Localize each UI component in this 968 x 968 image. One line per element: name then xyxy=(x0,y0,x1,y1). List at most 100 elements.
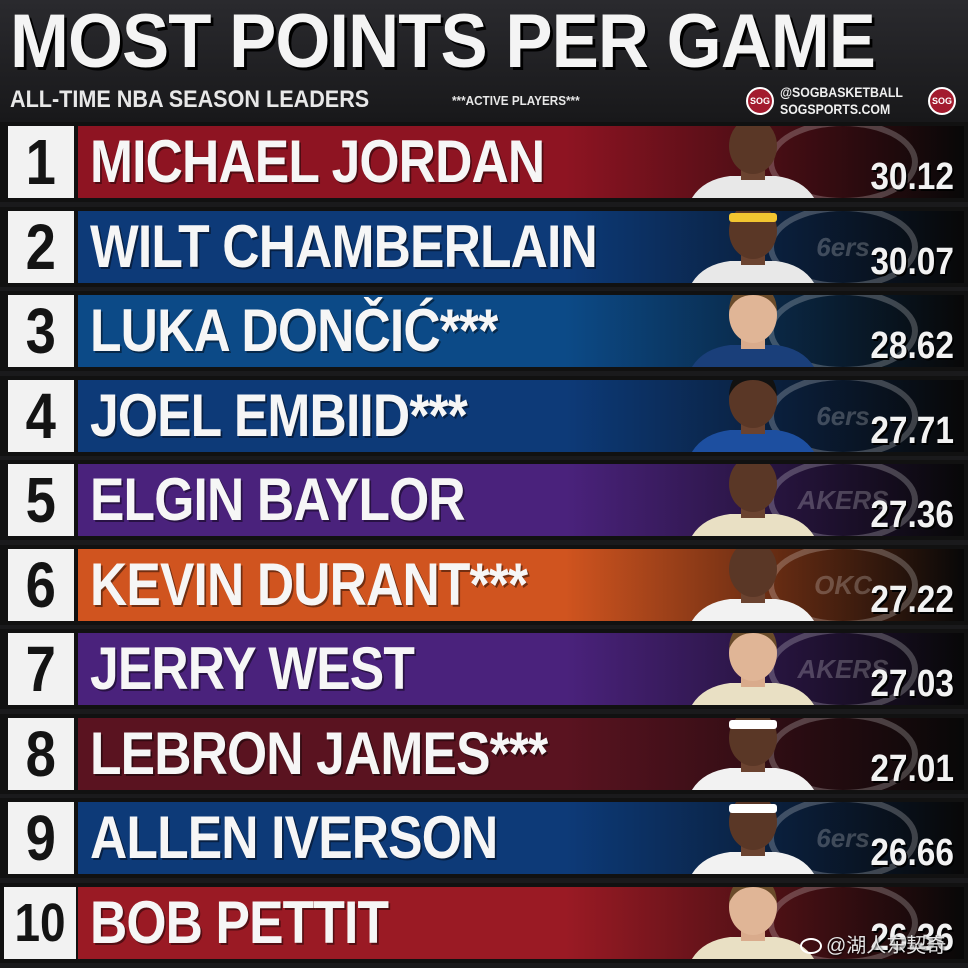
player-portrait xyxy=(692,210,814,283)
player-portrait xyxy=(692,126,814,198)
hair-shape xyxy=(729,295,777,311)
jersey-shape xyxy=(692,683,814,705)
ppg-value: 27.36 xyxy=(870,494,954,536)
rank-number: 1 xyxy=(8,126,74,198)
rank-text: 1 xyxy=(25,126,57,198)
bar-mark: LEBRON JAMES*** 27.01 xyxy=(78,717,964,790)
social-handle: @SOGBASKETBALL xyxy=(780,84,903,100)
jersey-shape xyxy=(692,767,814,790)
ppg-value: 30.12 xyxy=(870,156,954,198)
bar-mark: OKC KEVIN DURANT*** 27.22 xyxy=(78,548,964,621)
headband-shape xyxy=(729,804,777,813)
rank-text: 2 xyxy=(25,210,57,283)
head-shape xyxy=(729,633,777,681)
head-shape xyxy=(729,126,777,174)
jersey-shape xyxy=(692,598,814,621)
rank-number: 6 xyxy=(8,548,74,621)
head-shape xyxy=(729,210,777,259)
leaderboard-row: 9 6ers ALLEN IVERSON 26.66 xyxy=(0,798,968,878)
player-portrait xyxy=(692,464,814,536)
player-name: MICHAEL JORDAN xyxy=(90,128,545,195)
player-portrait xyxy=(692,717,814,790)
head-shape xyxy=(729,886,777,935)
rank-number: 9 xyxy=(8,802,74,874)
headband-shape xyxy=(729,719,777,729)
player-name: LEBRON JAMES*** xyxy=(90,719,548,787)
player-portrait xyxy=(692,379,814,452)
rank-text: 8 xyxy=(25,717,57,790)
rank-number: 5 xyxy=(8,464,74,536)
ppg-value: 26.36 xyxy=(870,916,954,959)
leaderboard-row: 6 OKC KEVIN DURANT*** 27.22 xyxy=(0,544,968,625)
hair-shape xyxy=(729,886,777,903)
player-name: ALLEN IVERSON xyxy=(90,804,498,871)
page-title: MOST POINTS PER GAME xyxy=(10,0,876,84)
hair-shape xyxy=(729,633,777,649)
head-shape xyxy=(729,717,777,766)
rank-text: 6 xyxy=(25,548,57,621)
jersey-shape xyxy=(692,429,814,452)
leaderboard-row: 2 6ers WILT CHAMBERLAIN 30.07 xyxy=(0,206,968,287)
player-portrait xyxy=(692,295,814,367)
player-name: ELGIN BAYLOR xyxy=(90,466,466,533)
leaderboard: 1 MICHAEL JORDAN 30.12 2 6ers WILT CHAMBERLAI… xyxy=(0,122,968,968)
ppg-value: 27.71 xyxy=(870,409,954,452)
bar-mark: LUKA DONČIĆ*** 28.62 xyxy=(78,295,964,367)
jersey-shape xyxy=(692,260,814,283)
ppg-value: 28.62 xyxy=(870,325,954,367)
hair-shape xyxy=(729,379,777,396)
leaderboard-row: 4 6ers JOEL EMBIID*** 27.71 xyxy=(0,375,968,456)
sog-logo-right: SOG xyxy=(928,87,956,115)
player-name: LUKA DONČIĆ*** xyxy=(90,297,498,364)
player-portrait xyxy=(692,802,814,874)
bar-mark: AKERS ELGIN BAYLOR 27.36 xyxy=(78,464,964,536)
player-name: KEVIN DURANT*** xyxy=(90,550,528,618)
rank-text: 4 xyxy=(25,379,57,452)
leaderboard-row: 8 LEBRON JAMES*** 27.01 xyxy=(0,713,968,794)
rank-text: 9 xyxy=(25,802,57,874)
bar-mark: 6ers JOEL EMBIID*** 27.71 xyxy=(78,379,964,452)
website-url: SOGSPORTS.COM xyxy=(780,101,891,117)
rank-number: 4 xyxy=(8,379,74,452)
page-subtitle: ALL-TIME NBA SEASON LEADERS xyxy=(10,86,370,113)
bar-mark: 6ers ALLEN IVERSON 26.66 xyxy=(78,802,964,874)
jersey-shape xyxy=(692,936,814,959)
ppg-value: 27.03 xyxy=(870,663,954,705)
player-name: JOEL EMBIID*** xyxy=(90,381,468,449)
ppg-value: 30.07 xyxy=(870,240,954,283)
jersey-shape xyxy=(692,852,814,874)
headband-shape xyxy=(729,212,777,222)
player-name: JERRY WEST xyxy=(90,635,415,702)
bar-mark: MICHAEL JORDAN 30.12 xyxy=(78,126,964,198)
weibo-watermark: @湖人东契奇 xyxy=(800,932,962,960)
leaderboard-row: 7 AKERS JERRY WEST 27.03 xyxy=(0,629,968,709)
jersey-shape xyxy=(692,176,814,198)
head-shape xyxy=(729,295,777,343)
head-shape xyxy=(729,802,777,850)
ppg-value: 27.01 xyxy=(870,747,954,790)
rank-text: 5 xyxy=(25,464,57,536)
leaderboard-row: 3 LUKA DONČIĆ*** 28.62 xyxy=(0,291,968,371)
leaderboard-row: 5 AKERS ELGIN BAYLOR 27.36 xyxy=(0,460,968,540)
watermark-text: @湖人东契奇 xyxy=(826,935,947,957)
rank-number: 3 xyxy=(8,295,74,367)
player-name: WILT CHAMBERLAIN xyxy=(90,212,598,280)
active-players-note: ***ACTIVE PLAYERS*** xyxy=(452,93,580,108)
player-portrait xyxy=(692,886,814,959)
player-name: BOB PETTIT xyxy=(90,888,389,956)
rank-text: 7 xyxy=(25,633,57,705)
rank-number: 2 xyxy=(8,210,74,283)
rank-number: 7 xyxy=(8,633,74,705)
rank-text: 3 xyxy=(25,295,57,367)
brand-block: SOG @SOGBASKETBALL SOGSPORTS.COM SOG xyxy=(746,83,958,119)
ppg-value: 27.22 xyxy=(870,578,954,621)
head-shape xyxy=(729,548,777,597)
rank-number: 10 xyxy=(4,886,76,959)
rank-text: 10 xyxy=(14,892,66,953)
sog-logo-left: SOG xyxy=(746,87,774,115)
player-portrait xyxy=(692,633,814,705)
bar-mark: 6ers WILT CHAMBERLAIN 30.07 xyxy=(78,210,964,283)
weibo-icon xyxy=(800,938,822,954)
header: MOST POINTS PER GAME ALL-TIME NBA SEASON… xyxy=(0,0,968,122)
ppg-value: 26.66 xyxy=(870,832,954,874)
